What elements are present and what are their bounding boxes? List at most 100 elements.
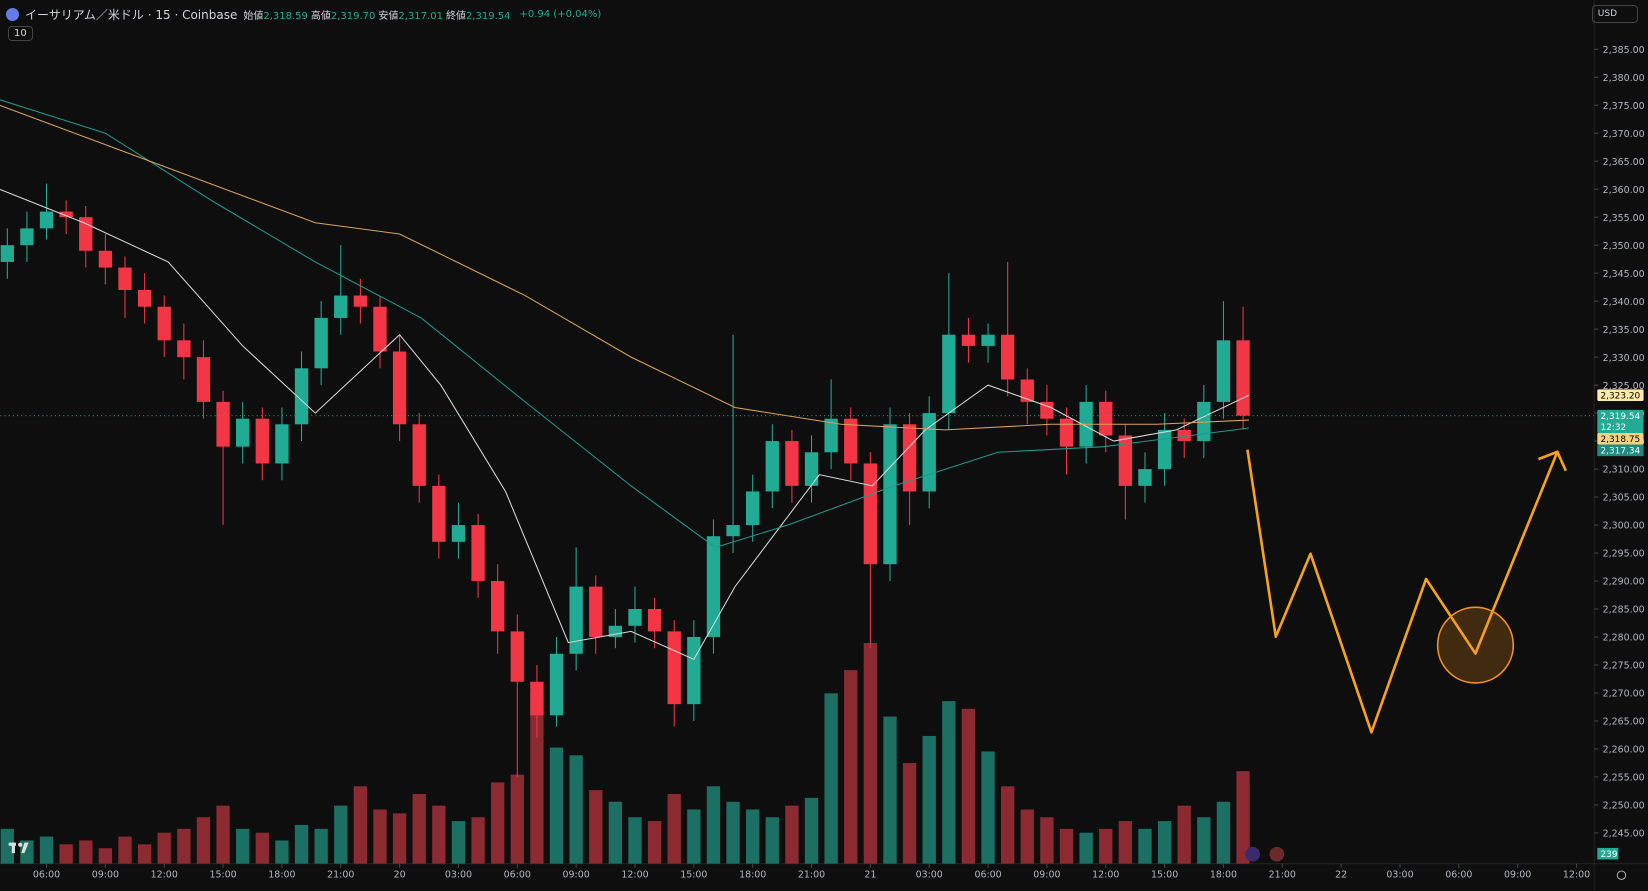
volume-bar (79, 840, 93, 864)
volume-bar (1001, 786, 1015, 864)
coin-logo (6, 8, 19, 21)
volume-bar (59, 844, 73, 864)
event-icon[interactable] (1245, 846, 1261, 862)
candle-body (922, 413, 936, 492)
settings-icon[interactable] (1616, 870, 1627, 880)
candle-body (275, 424, 289, 464)
candle-body (392, 351, 407, 425)
candle-body (1099, 401, 1113, 436)
candle-body (216, 401, 230, 447)
candle-body (451, 525, 466, 542)
candle-body (569, 586, 583, 654)
volume-bar (314, 828, 328, 864)
volume-bar (1138, 828, 1152, 864)
candle-body (549, 653, 564, 716)
y-tick-label: 2,295.00 (1603, 549, 1645, 560)
candle-body (353, 295, 368, 307)
volume-bar (746, 809, 760, 864)
candle-body (1157, 429, 1172, 470)
symbol-title[interactable]: イーサリアム／米ドル · 15 · Coinbase (25, 8, 238, 22)
volume-bar (961, 708, 976, 864)
price-tag-label: 2,323.20 (1600, 391, 1640, 401)
ohlc-value: 2,317.01 (398, 11, 443, 22)
x-tick-label: 09:00 (92, 869, 119, 880)
volume-bar (1197, 817, 1211, 864)
change: +0.94 (+0.04%) (519, 9, 602, 20)
x-tick-label: 03:00 (1386, 869, 1413, 880)
volume-bar (844, 670, 858, 864)
ohlc-value: 2,319.54 (465, 11, 511, 22)
candle-body (255, 418, 269, 464)
volume-bar (196, 817, 211, 864)
ohlc-label: 安値 (378, 11, 399, 22)
y-tick-label: 2,305.00 (1603, 493, 1645, 504)
x-tick-label: 21:00 (798, 869, 825, 880)
candle-body (589, 586, 603, 637)
interval-badge[interactable]: 10 (8, 26, 33, 41)
volume-bar (608, 801, 623, 864)
price-tag-label: 2,318.75 (1600, 435, 1640, 445)
currency-select[interactable]: USD (1591, 5, 1638, 23)
logo-part (21, 842, 29, 854)
x-tick-label: 18:00 (739, 869, 766, 880)
volume-bar (785, 805, 799, 864)
volume-bar (706, 786, 721, 864)
candle-body (1177, 429, 1191, 442)
volume-bar (118, 836, 132, 864)
volume-bar (824, 693, 838, 864)
x-tick-label: 03:00 (445, 869, 472, 880)
volume-bar (275, 840, 289, 864)
x-tick-label: 20 (394, 869, 406, 880)
volume-bar (432, 805, 446, 864)
volume-bar (216, 805, 230, 864)
x-tick-label: 06:00 (974, 869, 1001, 880)
candle-body (177, 340, 191, 358)
drawing-annotation (1246, 449, 1567, 734)
y-tick-label: 2,245.00 (1603, 829, 1645, 840)
y-tick-label: 2,350.00 (1603, 241, 1645, 252)
candle-body (236, 418, 250, 447)
price-tag-countdown: 12:32 (1600, 423, 1626, 433)
x-tick-label: 18:00 (1210, 869, 1237, 880)
candle-body (510, 631, 524, 682)
volume-bar (863, 643, 878, 864)
candle-body (39, 211, 54, 229)
volume-bar (726, 801, 740, 864)
symbol-header: イーサリアム／米ドル · 15 · Coinbase 始値2,318.59 高値2… (6, 6, 604, 23)
tv-logo (8, 842, 29, 854)
event-icon[interactable] (1269, 846, 1285, 862)
moving-average (0, 99, 1250, 549)
y-tick-label: 2,365.00 (1603, 157, 1645, 168)
y-tick-label: 2,260.00 (1603, 745, 1645, 756)
volume-bar (883, 716, 897, 864)
moving-average (0, 188, 1250, 661)
y-tick-label: 2,355.00 (1603, 213, 1645, 224)
candle-body (1040, 401, 1054, 419)
volume-tag-label: 239 (1600, 850, 1617, 860)
x-tick-label: 21:00 (327, 869, 354, 880)
candle-body (20, 228, 34, 246)
ohlc-value: 2,318.59 (263, 11, 308, 22)
candle-body (59, 211, 73, 218)
y-tick-label: 2,280.00 (1603, 633, 1645, 644)
y-tick-label: 2,360.00 (1603, 185, 1645, 196)
price-tag-label: 2,319.54 (1600, 412, 1640, 422)
logo-part (11, 842, 15, 854)
y-tick-label: 2,265.00 (1603, 717, 1645, 728)
volume-bar (98, 848, 113, 864)
x-tick-label: 21:00 (1269, 869, 1296, 880)
volume-bar (373, 809, 387, 864)
volume-bar (1157, 821, 1172, 864)
volume-bar (1040, 817, 1054, 864)
volume-bar (1079, 832, 1093, 864)
volume-bar (804, 797, 819, 864)
candle-body (1138, 469, 1152, 486)
candle-body (863, 463, 878, 565)
candle-body (706, 536, 721, 637)
candle-body (196, 357, 211, 402)
volume-bar (177, 828, 191, 864)
volume-bar (687, 809, 701, 864)
candle-body (373, 306, 387, 352)
x-tick-label: 06:00 (504, 869, 531, 880)
candle-body (804, 452, 819, 486)
